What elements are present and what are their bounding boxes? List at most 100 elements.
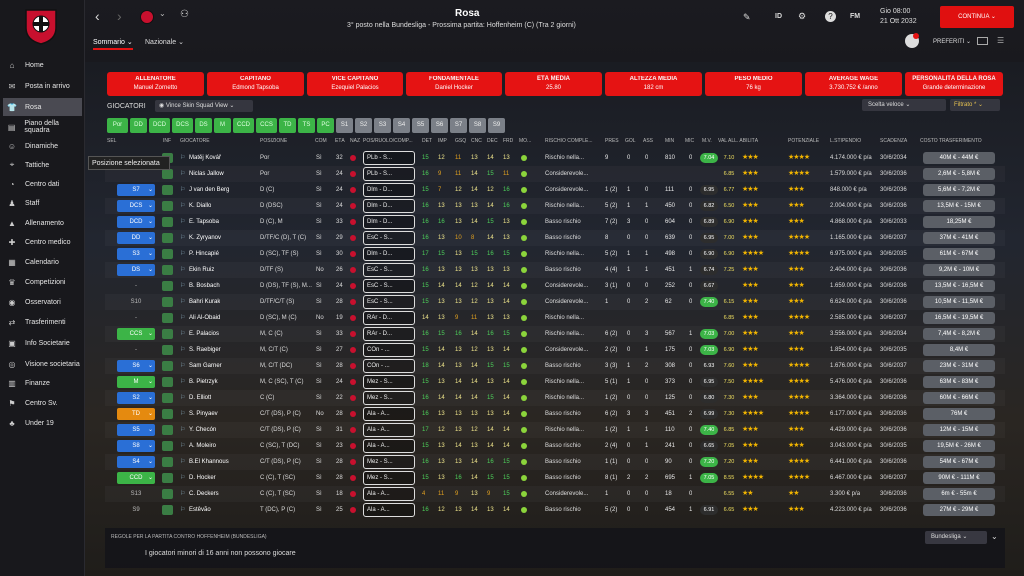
table-row[interactable]: ⚐ Matěj Kovář Por Sì 32 PLb - S... 15 12 11 13 14 1… (105, 150, 1005, 166)
selection-position[interactable]: - (135, 283, 137, 289)
summary-card[interactable]: CAPITANO Edmond Tapsoba (207, 72, 304, 96)
sidebar-item-osservatori[interactable]: ◉ Osservatori (3, 293, 82, 311)
summary-card[interactable]: AVERAGE WAGE 3.730.752 € /anno (805, 72, 902, 96)
role-select[interactable]: Ala - A... (363, 407, 415, 421)
sidebar-item-posta-in-arrivo[interactable]: ✉ Posta in arrivo (3, 77, 82, 95)
table-row[interactable]: DD ⌄ ⚐ K. Zyryanov D/TF/C (D), T (C) Sì 29 EsC … (105, 230, 1005, 246)
position-filter-dd[interactable]: DD (130, 118, 147, 133)
role-select[interactable]: EsC - S... (363, 263, 415, 277)
chevron-down-icon[interactable]: ⌄ (148, 251, 154, 257)
tab-nazionale[interactable]: Nazionale ⌄ (145, 39, 184, 46)
edit-icon[interactable]: ✎ (743, 12, 751, 22)
role-select[interactable]: EsC - S... (363, 231, 415, 245)
column-header[interactable]: DET (422, 138, 432, 144)
selection-position[interactable]: S13 (130, 491, 142, 497)
column-header[interactable]: CNC (471, 138, 482, 144)
selection-position[interactable]: S8 (117, 440, 155, 452)
table-row[interactable]: M ⌄ ⚐ B. Pietrzyk M, C (SC), T (C) Sì 24 Mez - … (105, 374, 1005, 390)
role-select[interactable]: PLb - S... (363, 151, 415, 165)
screen-icon[interactable] (977, 37, 988, 45)
position-filter-s4[interactable]: S4 (393, 118, 410, 133)
chevron-down-icon[interactable]: ⌄ (148, 395, 154, 401)
position-filter-por[interactable]: Por (107, 118, 128, 133)
sidebar-item-staff[interactable]: ♟ Staff (3, 194, 82, 212)
summary-card[interactable]: VICE CAPITANO Ezequiel Palacios (307, 72, 403, 96)
position-filter-ts[interactable]: TS (298, 118, 315, 133)
sidebar-item-trasferimenti[interactable]: ⇄ Trasferimenti (3, 313, 82, 331)
selection-position[interactable]: - (135, 315, 137, 321)
column-header[interactable]: SEL (107, 138, 117, 144)
column-header[interactable]: FRD (503, 138, 514, 144)
role-select[interactable]: Mez - S... (363, 455, 415, 469)
sidebar-item-finanze[interactable]: ▥ Finanze (3, 374, 82, 392)
chevron-down-icon[interactable]: ⌄ (148, 187, 154, 193)
chevron-down-icon[interactable]: ⌄ (148, 475, 154, 481)
selection-position[interactable]: S2 (117, 392, 155, 404)
chevron-down-icon[interactable]: ⌄ (148, 379, 154, 385)
table-row[interactable]: CCD ⌄ ⚐ D. Hocker C (C), T (SC) Sì 28 Mez - S..… (105, 470, 1005, 486)
player-name[interactable]: P. Hincapié (189, 251, 219, 257)
help-icon[interactable]: ? (825, 11, 836, 22)
table-row[interactable]: S4 ⌄ ⚐ B.El Khannous C/T (DS), P (C) Sì 28 Mez … (105, 454, 1005, 470)
sidebar-item-rosa[interactable]: 👕 Rosa (3, 98, 82, 116)
chevron-down-icon[interactable]: ⌄ (148, 219, 154, 225)
role-select[interactable]: RAr - D... (363, 311, 415, 325)
position-filter-s2[interactable]: S2 (355, 118, 372, 133)
sidebar-item-piano-della-squadra[interactable]: ▤ Piano della squadra (3, 118, 82, 136)
table-row[interactable]: S2 ⌄ ⚐ D. Elliott C (C) Sì 22 Mez - S... 16 14 14 1… (105, 390, 1005, 406)
settings-icon[interactable]: ⚙ (798, 11, 807, 21)
column-header[interactable]: GSQ (455, 138, 467, 144)
column-header[interactable]: POSIZIONE (260, 138, 288, 144)
table-row[interactable]: S9 ⚐ Estêvão T (DC), P (C) Sì 25 Ala - A... 16 1… (105, 502, 1005, 518)
sidebar-item-centro-medico[interactable]: ✚ Centro medico (3, 233, 82, 251)
continue-button[interactable]: CONTINUA ⌄ (940, 6, 1014, 28)
column-header[interactable]: IMP (438, 138, 447, 144)
summary-card[interactable]: PESO MEDIO 76 kg (705, 72, 802, 96)
chevron-down-icon[interactable]: ⌄ (148, 235, 154, 241)
position-filter-s6[interactable]: S6 (431, 118, 448, 133)
position-filter-s9[interactable]: S9 (488, 118, 505, 133)
table-row[interactable]: DS ⌄ ⚐ Ekin Ruiz D/TF (S) No 26 EsC - S... 16 13 1… (105, 262, 1005, 278)
menu-icon[interactable]: ☰ (997, 36, 1005, 45)
table-row[interactable]: CCS ⌄ ⚐ E. Palacios M, C (C) Sì 33 RAr - D... 16… (105, 326, 1005, 342)
club-logo[interactable] (18, 6, 64, 46)
role-select[interactable]: EsC - S... (363, 295, 415, 309)
column-header[interactable]: ETÀ (335, 138, 345, 144)
column-header[interactable]: POTENZIALE (788, 138, 820, 144)
role-select[interactable]: Dlm - D... (363, 215, 415, 229)
favorites-button[interactable]: PREFERITI ⌄ (933, 39, 972, 45)
column-header[interactable]: MIC (685, 138, 695, 144)
table-row[interactable]: - ⚐ B. Bosbach D (DS), TF (S), M... Sì 24 EsC … (105, 278, 1005, 294)
table-row[interactable]: - ⚐ Ali Al-Obaid D (SC), M (C) No 19 RAr - D..… (105, 310, 1005, 326)
filter-select[interactable]: Filtrato * ⌄ (950, 99, 1000, 111)
selection-position[interactable]: CCD (117, 472, 155, 484)
sidebar-item-centro-dati[interactable]: ◔ Centro dati (3, 175, 82, 193)
column-header[interactable]: MIN (665, 138, 675, 144)
table-row[interactable]: S10 ⚐ Bahri Kurak D/TF/C/T (S) Sì 28 EsC - S..… (105, 294, 1005, 310)
selection-position[interactable]: S3 (117, 248, 155, 260)
sidebar-item-info-societarie[interactable]: ▣ Info Societarie (3, 334, 82, 352)
column-header[interactable]: L.STIPENDIO (830, 138, 862, 144)
player-name[interactable]: Bahri Kurak (189, 299, 221, 305)
player-name[interactable]: S. Raebiger (189, 347, 221, 353)
sidebar-item-visione-societaria[interactable]: ◎ Visione societaria (3, 355, 82, 373)
role-select[interactable]: Dlm - D... (363, 247, 415, 261)
role-select[interactable]: Dlm - D... (363, 183, 415, 197)
table-row[interactable]: TD ⌄ ⚐ S. Pinyaev C/T (DS), P (C) No 28 Ala - A… (105, 406, 1005, 422)
player-name[interactable]: B. Pietrzyk (189, 379, 218, 385)
role-select[interactable]: COn - ... (363, 343, 415, 357)
player-name[interactable]: B. Bosbach (189, 283, 220, 289)
column-header[interactable]: MO... (519, 138, 532, 144)
player-name[interactable]: A. Moleiro (189, 443, 217, 449)
table-row[interactable]: S6 ⌄ ⚐ Sam Garner M, C/T (DC) Sì 28 COn - ... 18… (105, 358, 1005, 374)
chevron-down-icon[interactable]: ⌄ (148, 331, 154, 337)
column-header[interactable]: POS/RUOLO/COMP... (363, 138, 413, 144)
player-name[interactable]: C. Deckers (189, 491, 219, 497)
role-select[interactable]: COn - ... (363, 359, 415, 373)
selection-position[interactable]: - (135, 347, 137, 353)
chevron-down-icon[interactable]: ⌄ (148, 267, 154, 273)
role-select[interactable]: Mez - S... (363, 375, 415, 389)
position-filter-ccd[interactable]: CCD (233, 118, 254, 133)
position-filter-s3[interactable]: S3 (374, 118, 391, 133)
selection-position[interactable]: DS (117, 264, 155, 276)
